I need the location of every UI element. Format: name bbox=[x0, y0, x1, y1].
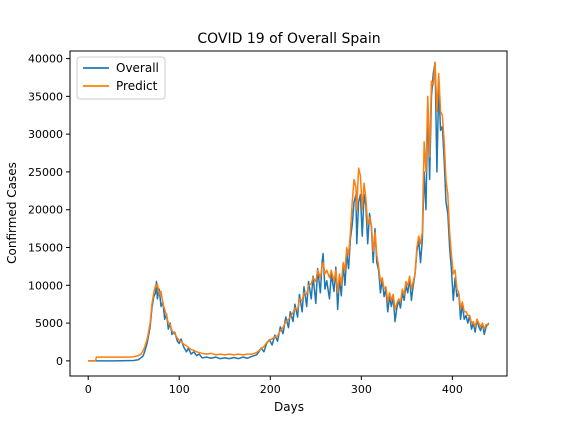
legend-label-predict: Predict bbox=[116, 79, 158, 93]
y-tick-label: 0 bbox=[56, 355, 63, 368]
x-axis-label: Days bbox=[274, 400, 304, 414]
x-tick-label: 0 bbox=[85, 383, 92, 396]
series-line-predict bbox=[88, 61, 489, 362]
y-tick-label: 10000 bbox=[28, 279, 63, 292]
ticks-layer: 0 100 200 300 400 0 5000 10000 15000 20000 25000 30… bbox=[28, 53, 463, 396]
y-tick-label: 25000 bbox=[28, 166, 63, 179]
y-tick-label: 5000 bbox=[35, 317, 63, 330]
y-axis-label: Confirmed Cases bbox=[5, 162, 19, 264]
legend: Overall Predict bbox=[76, 56, 166, 100]
y-tick-label: 15000 bbox=[28, 242, 63, 255]
x-tick-label: 300 bbox=[351, 383, 372, 396]
y-tick-label: 30000 bbox=[28, 128, 63, 141]
chart-title: COVID 19 of Overall Spain bbox=[197, 31, 380, 47]
y-tick-label: 40000 bbox=[28, 53, 63, 66]
series-line-overall bbox=[88, 61, 490, 362]
x-tick-label: 100 bbox=[169, 383, 190, 396]
plot-frame bbox=[69, 50, 508, 377]
x-tick-label: 200 bbox=[260, 383, 281, 396]
series-layer bbox=[88, 61, 490, 362]
legend-label-overall: Overall bbox=[116, 61, 159, 75]
y-tick-label: 35000 bbox=[28, 90, 63, 103]
y-tick-label: 20000 bbox=[28, 204, 63, 217]
x-tick-label: 400 bbox=[442, 383, 463, 396]
